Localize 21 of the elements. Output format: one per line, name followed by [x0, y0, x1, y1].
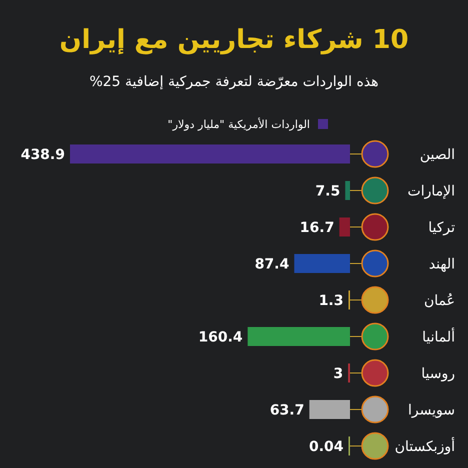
- y-tick-label: تركيا: [428, 220, 456, 236]
- data-label: 7.5: [315, 184, 340, 200]
- data-label: 63.7: [270, 402, 304, 418]
- y-tick-label: الهند: [428, 256, 455, 272]
- data-label: 16.7: [300, 220, 334, 236]
- y-tick-label: الصين: [420, 147, 455, 163]
- y-tick-label: أوزبكستان: [394, 437, 456, 455]
- data-label: 160.4: [198, 330, 243, 346]
- y-tick-label: روسيا: [421, 366, 455, 382]
- y-tick-label: عُمان: [424, 292, 455, 309]
- chart-subtitle: هذه الواردات معرّضة لتعرفة جمركية إضافية 25%: [89, 74, 379, 90]
- data-label: 1.3: [318, 293, 344, 309]
- y-tick-label: ألمانيا: [422, 328, 456, 346]
- data-label: 438.9: [20, 147, 65, 163]
- data-label: 0.04: [308, 439, 344, 455]
- data-label: 87.4: [254, 256, 290, 272]
- chart-title: 10 شركاء تجاريين مع إيران: [59, 25, 409, 55]
- legend-label: الواردات الأمريكية "مليار دولار": [168, 117, 310, 131]
- y-tick-label: سويسرا: [408, 402, 455, 418]
- data-label: 3: [333, 366, 344, 382]
- y-tick-label: الإمارات: [408, 184, 455, 200]
